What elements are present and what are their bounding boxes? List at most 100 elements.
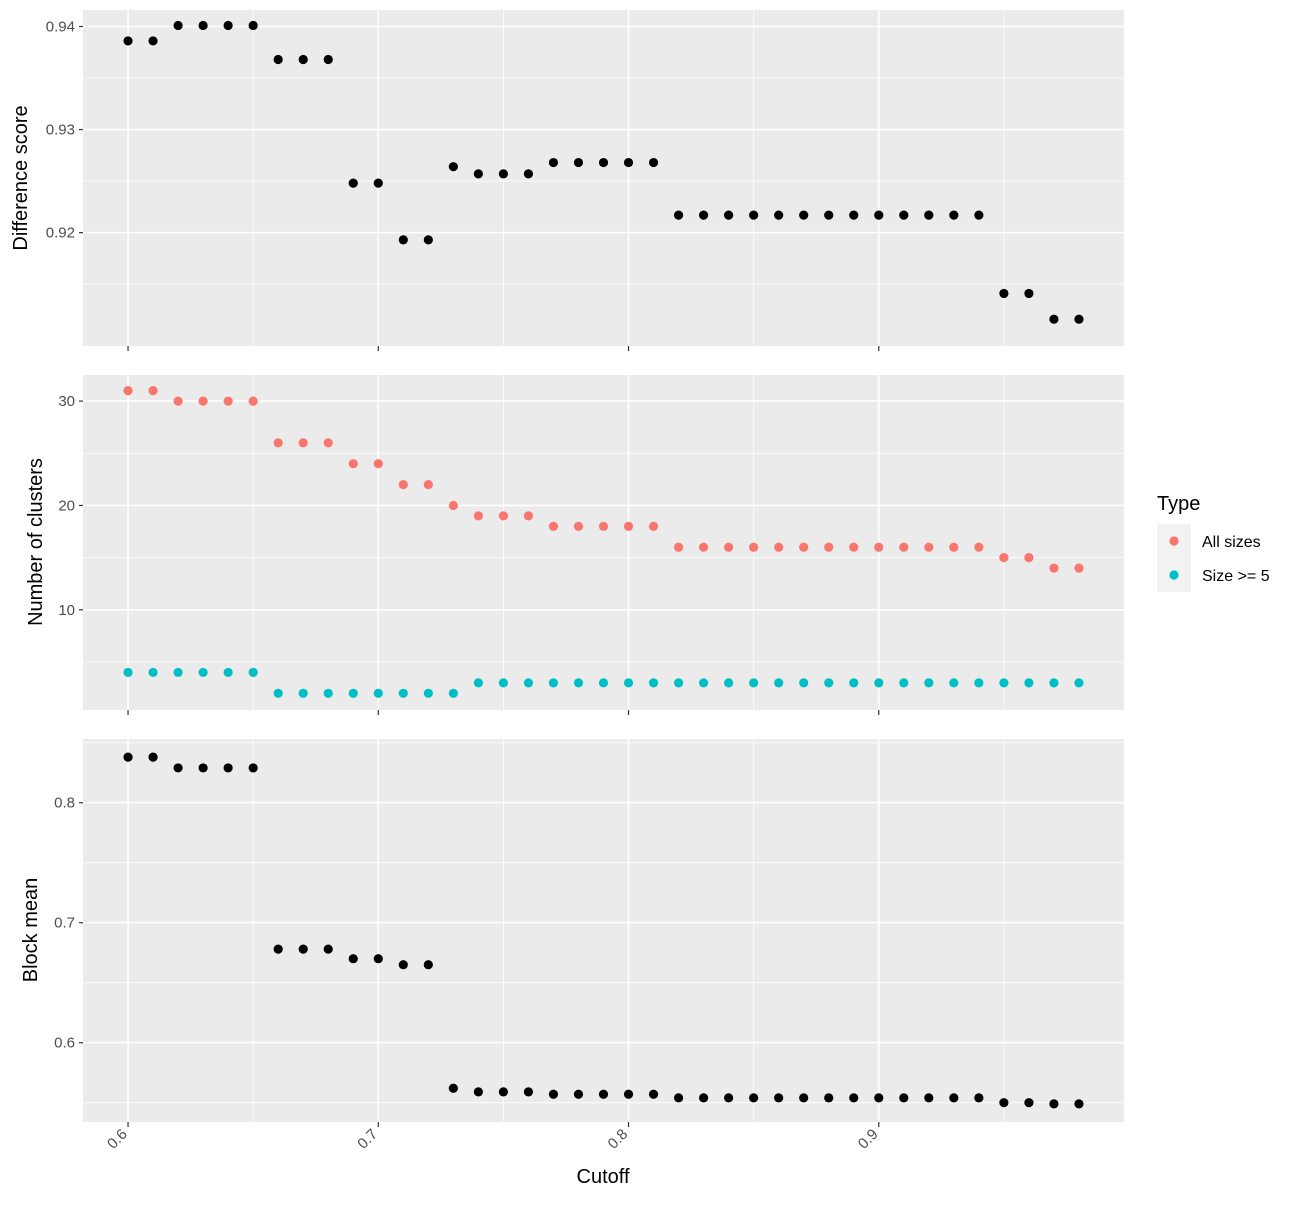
- data-point: [323, 944, 333, 954]
- data-point: [999, 1098, 1009, 1108]
- data-point: [498, 1087, 509, 1097]
- data-point: [849, 1093, 859, 1103]
- data-point: [874, 542, 884, 552]
- data-point: [799, 678, 809, 688]
- data-point: [273, 438, 283, 448]
- data-point: [273, 54, 283, 65]
- data-point: [323, 438, 333, 448]
- data-point: [749, 210, 759, 220]
- data-point: [448, 1083, 458, 1093]
- data-point: [523, 511, 534, 521]
- data-point: [698, 210, 709, 220]
- data-point: [724, 678, 734, 688]
- data-point: [348, 178, 358, 188]
- panel-difference-score: 0.92 0.93 0.94: [46, 10, 1124, 351]
- data-point: [473, 169, 483, 179]
- data-point: [1074, 314, 1084, 324]
- data-point: [298, 438, 308, 448]
- data-point: [924, 210, 934, 220]
- data-point: [173, 667, 183, 678]
- data-point: [1074, 678, 1084, 688]
- panel-block-mean: 0.6 0.7 0.8: [54, 739, 1124, 1127]
- data-point: [548, 157, 559, 168]
- x-tick-label: 0.7: [354, 1126, 381, 1153]
- legend-key-all-sizes: [1169, 536, 1179, 546]
- legend-title: Type: [1157, 493, 1200, 515]
- data-point: [448, 688, 458, 698]
- data-point: [949, 210, 959, 220]
- data-point: [123, 752, 133, 762]
- data-point: [648, 678, 659, 688]
- data-point: [924, 678, 934, 688]
- data-point: [398, 479, 408, 490]
- data-point: [899, 1093, 909, 1103]
- x-axis-tick-labels: 0.6 0.7 0.8 0.9: [104, 1126, 881, 1153]
- data-point: [248, 667, 258, 678]
- x-axis-title: Cutoff: [577, 1166, 630, 1188]
- data-point: [1049, 1099, 1059, 1109]
- data-point: [398, 235, 408, 245]
- data-point: [974, 542, 984, 552]
- data-point: [673, 1093, 684, 1103]
- data-point: [824, 542, 834, 552]
- data-point: [523, 678, 534, 688]
- data-point: [974, 678, 984, 688]
- data-point: [1024, 288, 1034, 299]
- data-point: [298, 54, 308, 65]
- y-tick-label: 0.94: [46, 18, 75, 35]
- data-point: [298, 688, 308, 698]
- data-point: [123, 667, 133, 678]
- data-point: [148, 386, 158, 396]
- series-all-sizes: [123, 386, 1084, 573]
- data-point: [749, 542, 759, 552]
- panels-layer: 0.92 0.93 0.94 10 20 30 0.6 0.7 0.8: [46, 10, 1124, 1127]
- data-point: [724, 1093, 734, 1103]
- data-point: [148, 752, 158, 762]
- data-point: [348, 954, 358, 964]
- data-point: [348, 459, 358, 469]
- data-point: [774, 210, 784, 220]
- data-point: [323, 688, 333, 698]
- data-point: [673, 210, 684, 220]
- data-point: [623, 521, 634, 531]
- data-point: [323, 54, 333, 65]
- data-point: [423, 479, 433, 490]
- data-point: [123, 36, 133, 46]
- data-point: [198, 763, 208, 773]
- data-point: [724, 542, 734, 552]
- data-point: [373, 954, 383, 964]
- data-point: [999, 553, 1009, 563]
- y-tick-label: 20: [58, 497, 75, 514]
- data-point: [849, 210, 859, 220]
- data-point: [173, 396, 183, 406]
- data-point: [949, 1093, 959, 1103]
- data-point: [1074, 1099, 1084, 1109]
- data-point: [423, 235, 433, 245]
- data-point: [874, 678, 884, 688]
- data-point: [824, 678, 834, 688]
- data-point: [523, 169, 534, 179]
- data-point: [373, 178, 383, 188]
- data-point: [398, 688, 408, 698]
- y-axis-title-difference-score: Difference score: [10, 105, 32, 250]
- x-tick-label: 0.9: [855, 1126, 882, 1153]
- data-point: [924, 1093, 934, 1103]
- data-point: [648, 1089, 659, 1099]
- data-point: [698, 1093, 709, 1103]
- x-tick-label: 0.6: [104, 1126, 131, 1153]
- data-point: [899, 210, 909, 220]
- data-point: [1024, 678, 1034, 688]
- data-point: [623, 157, 634, 168]
- data-point: [148, 667, 158, 678]
- data-point: [273, 944, 283, 954]
- data-point: [373, 459, 383, 469]
- data-point: [899, 542, 909, 552]
- data-point: [223, 667, 233, 678]
- data-point: [223, 763, 233, 773]
- y-tick-label: 10: [58, 602, 75, 619]
- data-point: [774, 1093, 784, 1103]
- panel-number-of-clusters: 10 20 30: [58, 375, 1124, 715]
- data-point: [749, 1093, 759, 1103]
- data-point: [573, 1089, 584, 1099]
